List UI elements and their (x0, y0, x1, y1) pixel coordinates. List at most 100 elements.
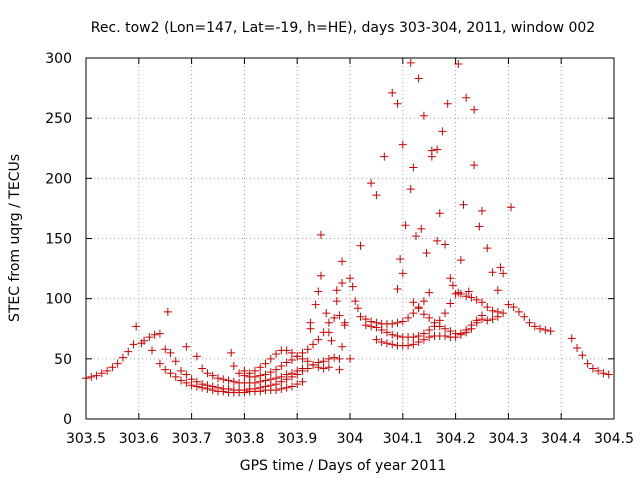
data-point (314, 287, 323, 296)
data-point (256, 363, 265, 372)
data-point (192, 352, 201, 361)
data-point (187, 375, 196, 384)
data-point (412, 232, 420, 241)
x-tick-label: 303.8 (224, 431, 264, 447)
data-point (419, 297, 428, 306)
y-tick-label: 150 (45, 232, 72, 248)
data-point (454, 60, 463, 69)
data-point (240, 386, 249, 395)
axis-ticks (85, 57, 615, 420)
x-tick-label: 304.1 (383, 431, 423, 447)
data-point (396, 254, 405, 263)
data-point (163, 307, 172, 316)
data-point (224, 376, 233, 385)
data-point (198, 380, 207, 389)
data-point (567, 334, 576, 343)
data-point (467, 293, 476, 302)
data-point (509, 303, 518, 312)
data-point (140, 336, 149, 345)
data-point (433, 145, 442, 154)
data-point (507, 203, 516, 212)
data-point (454, 288, 463, 297)
data-point (314, 335, 323, 344)
data-point (493, 286, 502, 295)
data-point (214, 374, 222, 383)
data-point (261, 370, 270, 379)
data-point (470, 105, 479, 114)
data-point (401, 221, 410, 230)
data-point (240, 366, 249, 375)
data-point (309, 340, 318, 349)
data-point (293, 366, 302, 375)
data-point (483, 316, 492, 325)
data-point (464, 287, 473, 296)
data-point (388, 88, 397, 97)
data-point (541, 325, 550, 334)
data-point (546, 327, 555, 336)
data-point (530, 322, 539, 331)
x-tick-label: 304.2 (436, 431, 476, 447)
data-point (409, 340, 418, 349)
data-point (599, 369, 608, 378)
data-point (272, 365, 281, 374)
data-point (351, 297, 360, 306)
x-tick-labels: 303.5 303.6 303.7 303.8 303.9 304 304.1 304.2 30… (66, 431, 634, 447)
data-point (229, 362, 238, 371)
data-point (419, 111, 428, 120)
data-point (573, 344, 582, 353)
data-point (393, 331, 402, 340)
data-point (235, 369, 244, 378)
data-point (443, 99, 452, 108)
data-point (113, 359, 122, 368)
data-point (356, 241, 365, 250)
data-point (525, 318, 534, 327)
data-point (87, 372, 96, 381)
data-point (398, 269, 407, 278)
data-point (382, 339, 391, 348)
data-point (166, 348, 175, 357)
data-point (433, 236, 442, 245)
data-point (419, 329, 428, 338)
data-point (293, 380, 302, 389)
data-point (324, 318, 333, 327)
data-point (448, 281, 457, 290)
data-point (145, 333, 154, 342)
data-point (456, 256, 465, 265)
data-point (456, 329, 465, 338)
data-point (427, 152, 436, 161)
data-point (409, 298, 418, 307)
y-tick-label: 300 (45, 51, 72, 67)
data-point (177, 366, 186, 375)
data-point (332, 297, 341, 306)
x-tick-label: 304.4 (541, 431, 581, 447)
data-point (478, 298, 486, 307)
data-point (409, 163, 418, 172)
data-point (314, 363, 323, 372)
data-point (475, 222, 484, 231)
data-point (192, 377, 201, 386)
data-point (409, 309, 418, 318)
data-point (118, 353, 127, 362)
data-point (282, 370, 291, 379)
data-point (478, 206, 486, 215)
data-point (324, 328, 333, 337)
data-point (520, 312, 529, 321)
data-point (148, 346, 156, 355)
data-point (425, 325, 434, 334)
data-point (261, 359, 270, 368)
data-point (161, 365, 170, 374)
data-point (499, 269, 508, 278)
data-point (316, 271, 325, 280)
y-tick-label: 100 (45, 292, 72, 308)
data-point (229, 377, 238, 386)
data-point (377, 337, 386, 346)
data-point (493, 307, 502, 316)
data-point (129, 340, 138, 349)
data-point (208, 382, 217, 391)
data-point (155, 359, 164, 368)
data-point (332, 286, 341, 295)
data-point (604, 370, 613, 379)
data-point (414, 304, 423, 313)
data-point (277, 372, 286, 381)
